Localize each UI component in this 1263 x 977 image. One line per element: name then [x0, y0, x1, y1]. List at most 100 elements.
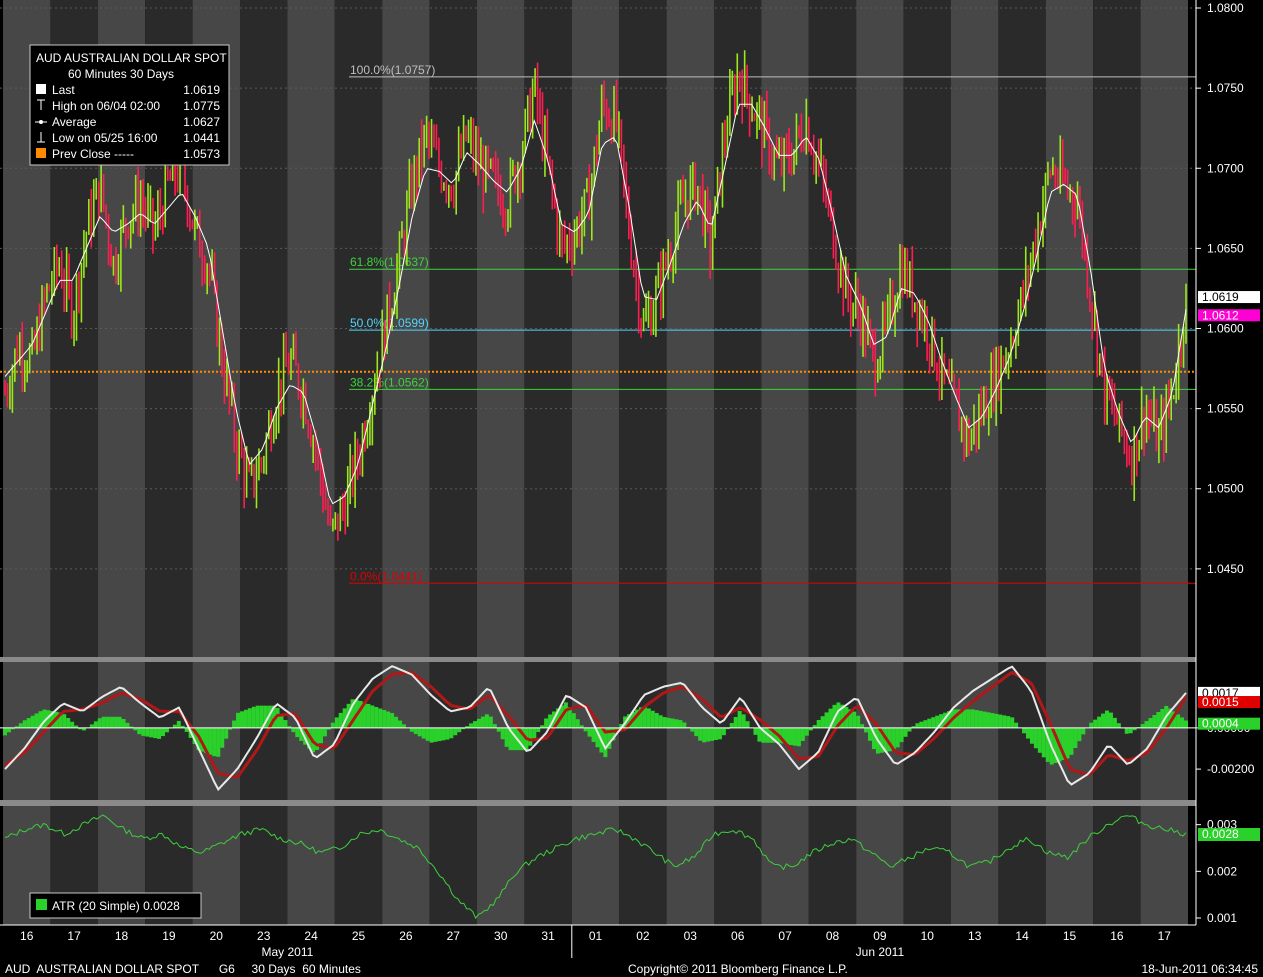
- footer-left: AUD AUSTRALIAN DOLLAR SPOT G6 30 Days 60…: [5, 962, 361, 976]
- price-tick-label: 1.0550: [1207, 402, 1244, 416]
- macd-tag-label: 0.0004: [1202, 717, 1239, 731]
- x-day-label: 18: [115, 929, 129, 943]
- month-label: May 2011: [261, 945, 313, 959]
- atr-legend: ATR (20 Simple) 0.0028: [29, 892, 202, 919]
- day-band: [1140, 806, 1188, 925]
- price-tick-label: 1.0450: [1207, 562, 1244, 576]
- price-tick-label: 1.0700: [1207, 161, 1244, 175]
- price-tick-label: 1.0600: [1207, 322, 1244, 336]
- fib-label: 38.2%(1.0562): [350, 375, 429, 389]
- moving-average: [4, 103, 1187, 505]
- x-day-label: 27: [447, 929, 461, 943]
- day-band: [808, 662, 857, 800]
- legend-box: AUD AUSTRALIAN DOLLAR SPOT 60 Minutes 30…: [29, 44, 230, 166]
- atr-tick-label: 0.002: [1207, 864, 1237, 878]
- legend-last-label: Last: [52, 83, 75, 97]
- atr-swatch: [36, 899, 47, 910]
- fib-label: 61.8%(1.0637): [350, 255, 429, 269]
- x-day-label: 03: [684, 929, 698, 943]
- panel-separator: [0, 800, 1196, 806]
- x-day-label: 01: [589, 929, 603, 943]
- atr-legend-frame: [29, 892, 202, 919]
- day-band: [240, 806, 288, 925]
- average-tag: [1198, 309, 1260, 322]
- x-day-label: 15: [1063, 929, 1077, 943]
- price-candles: [4, 50, 1187, 541]
- x-day-label: 08: [826, 929, 840, 943]
- legend-low-label: Low on 05/25 16:00: [52, 131, 158, 145]
- legend-frame: [29, 44, 230, 166]
- price-tick-label: 1.0650: [1207, 241, 1244, 255]
- last-swatch: [36, 84, 46, 94]
- day-band: [334, 662, 383, 800]
- x-day-label: 06: [731, 929, 745, 943]
- legend-title: AUD AUSTRALIAN DOLLAR SPOT: [36, 51, 227, 65]
- day-band: [1093, 662, 1141, 800]
- day-band: [714, 806, 762, 925]
- atr-last-tag: [1198, 828, 1260, 841]
- legend-average-label: Average: [52, 115, 97, 129]
- day-band: [666, 806, 714, 925]
- prev-close-swatch: [36, 148, 46, 158]
- day-band: [524, 806, 572, 925]
- day-band: [808, 806, 857, 925]
- footer-right: 18-Jun-2011 06:34:45: [1141, 962, 1258, 976]
- panel-separator: [0, 657, 1196, 662]
- legend-high-value: 1.0775: [183, 99, 220, 113]
- atr-last-tag-label: 0.0028: [1202, 827, 1239, 841]
- macd-tag: [1198, 686, 1260, 699]
- x-day-label: 02: [636, 929, 650, 943]
- day-band: [951, 662, 999, 800]
- macd-tick-label: -0.00200: [1207, 762, 1255, 776]
- price-tick-label: 1.0800: [1207, 1, 1244, 15]
- atr-panel: [4, 814, 1187, 920]
- day-band: [903, 806, 951, 925]
- legend-average-value: 1.0627: [183, 115, 220, 129]
- legend-prev-close-label: Prev Close -----: [52, 147, 134, 161]
- atr-tick-label: 0.001: [1207, 911, 1237, 925]
- legend-subtitle: 60 Minutes 30 Days: [68, 67, 174, 81]
- last-tag-label: 1.0619: [1202, 290, 1239, 304]
- average-marker-icon: [35, 120, 47, 124]
- legend-prev-close-value: 1.0573: [183, 147, 220, 161]
- macd-tag: [1198, 696, 1260, 709]
- axes: 1.0800 1.0750 1.0700 1.0650 1.0600 1.0550 1.05…: [0, 0, 1260, 959]
- day-band: [571, 806, 620, 925]
- macd-signal-line: [4, 670, 1188, 779]
- macd-tag-label: 0.0015: [1202, 695, 1239, 709]
- day-band: [240, 662, 288, 800]
- day-band: [856, 806, 904, 925]
- x-day-label: 13: [968, 929, 982, 943]
- day-band: [619, 662, 667, 800]
- day-band: [477, 806, 525, 925]
- day-band: [334, 806, 383, 925]
- day-band: [287, 806, 335, 925]
- x-day-label: 09: [873, 929, 887, 943]
- day-band: [951, 806, 999, 925]
- x-day-label: 17: [1158, 929, 1172, 943]
- x-day-label: 19: [162, 929, 176, 943]
- x-day-label: 07: [778, 929, 792, 943]
- x-day-label: 26: [399, 929, 413, 943]
- x-day-label: 14: [1015, 929, 1029, 943]
- day-band: [429, 806, 477, 925]
- fib-label: 100.0%(1.0757): [350, 63, 435, 77]
- x-day-label: 31: [541, 929, 555, 943]
- high-marker-icon: [37, 99, 45, 110]
- atr-line: [4, 814, 1187, 920]
- x-day-label: 24: [304, 929, 318, 943]
- macd-tag: [1198, 717, 1260, 730]
- x-day-label: 16: [20, 929, 34, 943]
- day-band: [619, 806, 667, 925]
- x-day-label: 23: [257, 929, 271, 943]
- day-band: [998, 806, 1046, 925]
- last-tag: [1198, 291, 1260, 304]
- price-tick-label: 1.0500: [1207, 482, 1244, 496]
- day-band: [334, 0, 383, 657]
- footer: AUD AUSTRALIAN DOLLAR SPOT G6 30 Days 60…: [5, 962, 1258, 976]
- average-line: [4, 103, 1187, 505]
- x-day-label: 30: [494, 929, 508, 943]
- x-day-label: 20: [210, 929, 224, 943]
- legend-low-value: 1.0441: [183, 131, 220, 145]
